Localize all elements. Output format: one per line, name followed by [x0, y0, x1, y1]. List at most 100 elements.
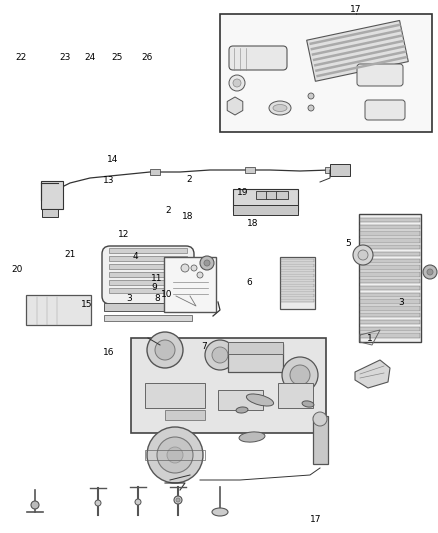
Bar — [233, 205, 297, 215]
Text: 3: 3 — [398, 298, 404, 307]
Circle shape — [197, 272, 203, 278]
Bar — [360, 313, 420, 318]
Text: 1: 1 — [367, 334, 373, 343]
Text: 2: 2 — [187, 175, 192, 184]
Text: 3: 3 — [126, 294, 132, 303]
Text: 24: 24 — [84, 53, 95, 62]
Bar — [280, 259, 314, 262]
FancyBboxPatch shape — [365, 100, 405, 120]
Bar — [360, 272, 420, 277]
Text: 18: 18 — [182, 212, 193, 221]
Bar — [360, 252, 420, 256]
FancyBboxPatch shape — [229, 46, 287, 70]
Bar — [131, 337, 325, 432]
Text: 8: 8 — [154, 294, 160, 303]
Circle shape — [233, 79, 241, 87]
Bar — [360, 279, 420, 284]
Bar — [276, 191, 288, 199]
Bar — [41, 181, 63, 209]
Bar — [325, 167, 335, 173]
Bar — [360, 286, 420, 290]
Circle shape — [167, 447, 183, 463]
Bar — [360, 259, 420, 263]
Bar — [104, 303, 192, 311]
Bar — [280, 294, 314, 296]
Bar — [278, 383, 312, 408]
Bar — [309, 23, 401, 45]
Text: 20: 20 — [12, 265, 23, 273]
Circle shape — [308, 105, 314, 111]
Circle shape — [135, 499, 141, 505]
Ellipse shape — [302, 401, 314, 407]
Ellipse shape — [247, 394, 274, 406]
Circle shape — [174, 496, 182, 504]
Ellipse shape — [236, 407, 248, 413]
Bar — [280, 284, 314, 287]
Bar — [360, 320, 420, 324]
Bar — [280, 263, 314, 266]
Bar — [360, 224, 420, 229]
Circle shape — [31, 501, 39, 509]
Bar — [330, 164, 350, 176]
Bar — [280, 269, 314, 271]
Bar — [218, 390, 262, 410]
Circle shape — [155, 340, 175, 360]
Circle shape — [313, 412, 327, 426]
Bar — [360, 265, 420, 270]
Bar — [165, 410, 205, 420]
Bar — [307, 20, 408, 82]
Text: 26: 26 — [141, 53, 152, 62]
Bar — [359, 214, 421, 342]
Circle shape — [191, 265, 197, 271]
Bar — [25, 295, 91, 325]
Bar — [311, 34, 403, 56]
Circle shape — [427, 269, 433, 275]
Bar — [360, 333, 420, 338]
Bar — [280, 279, 314, 281]
Circle shape — [229, 75, 245, 91]
Bar — [314, 45, 405, 67]
Bar — [313, 39, 404, 61]
Circle shape — [147, 427, 203, 483]
Bar — [109, 247, 187, 253]
Bar — [312, 416, 328, 464]
Ellipse shape — [269, 101, 291, 115]
Text: 7: 7 — [201, 342, 208, 351]
Bar — [311, 29, 402, 51]
Text: 6: 6 — [247, 278, 253, 287]
Bar — [150, 169, 160, 175]
Bar — [360, 300, 420, 304]
Text: 4: 4 — [133, 253, 138, 261]
Text: 19: 19 — [237, 189, 248, 197]
Circle shape — [423, 265, 437, 279]
Bar — [315, 50, 406, 72]
Text: 23: 23 — [59, 53, 71, 62]
Bar — [280, 298, 314, 302]
Bar — [360, 293, 420, 297]
Bar — [360, 327, 420, 331]
Bar — [145, 383, 205, 408]
Bar — [279, 257, 314, 309]
Bar — [145, 450, 205, 460]
Bar — [164, 256, 216, 311]
Bar — [109, 255, 187, 261]
Ellipse shape — [212, 508, 228, 516]
Text: 16: 16 — [103, 349, 114, 357]
Circle shape — [205, 340, 235, 370]
Text: 11: 11 — [151, 274, 162, 283]
Bar — [280, 288, 314, 292]
FancyBboxPatch shape — [102, 246, 194, 304]
Bar — [227, 344, 283, 372]
Circle shape — [353, 245, 373, 265]
Ellipse shape — [239, 432, 265, 442]
Bar — [256, 191, 268, 199]
Bar — [266, 191, 278, 199]
Bar — [109, 271, 187, 277]
Bar — [227, 342, 283, 354]
Bar — [360, 245, 420, 249]
Bar — [360, 238, 420, 243]
Ellipse shape — [273, 104, 287, 111]
Text: 17: 17 — [310, 515, 321, 524]
Text: 15: 15 — [81, 301, 92, 309]
Text: 25: 25 — [112, 53, 123, 62]
